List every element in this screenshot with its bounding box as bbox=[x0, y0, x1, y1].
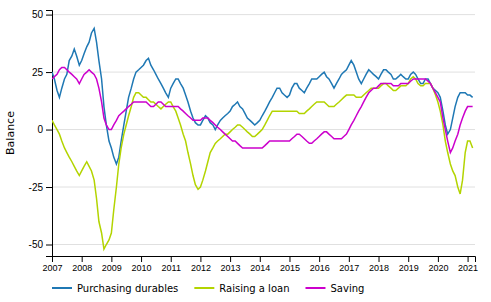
x-tick-mark bbox=[200, 256, 201, 262]
x-tick: 2016 bbox=[310, 256, 330, 273]
x-tick-label: 2015 bbox=[280, 263, 300, 273]
legend-swatch bbox=[194, 287, 214, 289]
y-tick: 0 bbox=[37, 124, 52, 135]
x-tick-label: 2014 bbox=[250, 263, 270, 273]
x-tick: 2018 bbox=[369, 256, 389, 273]
x-tick: 2012 bbox=[191, 256, 211, 273]
x-tick: 2007 bbox=[42, 256, 62, 273]
x-tick-label: 2020 bbox=[428, 263, 448, 273]
y-axis-title: Balance bbox=[4, 111, 17, 155]
y-axis: -50 -25 0 25 50 bbox=[29, 9, 53, 256]
legend-item: Saving bbox=[305, 283, 364, 294]
x-tick: 2021 bbox=[458, 256, 478, 273]
grid-line bbox=[52, 14, 475, 15]
grid-line bbox=[52, 72, 475, 73]
x-tick-mark bbox=[260, 256, 261, 262]
y-tick-label: 25 bbox=[32, 67, 44, 78]
x-tick-label: 2013 bbox=[221, 263, 241, 273]
plot: 2007 2008 2009 2010 2011 2012 2013 2014 2015 2016… bbox=[29, 9, 479, 273]
x-tick-mark bbox=[438, 256, 439, 262]
x-tick-label: 2012 bbox=[191, 263, 211, 273]
x-tick-label: 2019 bbox=[399, 263, 419, 273]
x-tick-label: 2016 bbox=[310, 263, 330, 273]
y-axis-line bbox=[46, 11, 53, 257]
x-tick-mark bbox=[349, 256, 350, 262]
x-tick-mark bbox=[289, 256, 290, 262]
x-tick-label: 2021 bbox=[458, 263, 478, 273]
x-tick-mark bbox=[379, 256, 380, 262]
x-tick: 2017 bbox=[339, 256, 359, 273]
x-tick: 2013 bbox=[221, 256, 241, 273]
y-tick-mark bbox=[46, 245, 52, 246]
y-tick-label: 50 bbox=[32, 9, 44, 20]
lines bbox=[52, 28, 473, 249]
legend-swatch bbox=[52, 287, 72, 289]
y-tick-mark bbox=[46, 187, 52, 188]
x-tick-mark bbox=[82, 256, 83, 262]
x-axis: 2007 2008 2009 2010 2011 2012 2013 2014 2015 2016… bbox=[42, 256, 478, 273]
y-tick-label: -50 bbox=[29, 239, 44, 250]
legend-item: Purchasing durables bbox=[52, 283, 178, 294]
x-tick-mark bbox=[141, 256, 142, 262]
x-tick: 2019 bbox=[399, 256, 419, 273]
y-tick: 50 bbox=[32, 9, 52, 20]
y-tick: -25 bbox=[29, 182, 52, 193]
legend-swatch bbox=[305, 287, 325, 289]
grid bbox=[52, 15, 475, 245]
x-tick-mark bbox=[171, 256, 172, 262]
x-tick: 2014 bbox=[250, 256, 270, 273]
x-tick-label: 2017 bbox=[339, 263, 359, 273]
series-line bbox=[52, 28, 473, 164]
x-tick-label: 2009 bbox=[102, 263, 122, 273]
grid-line bbox=[52, 187, 475, 188]
x-tick: 2009 bbox=[102, 256, 122, 273]
x-tick-mark bbox=[319, 256, 320, 262]
x-tick-mark bbox=[468, 256, 469, 262]
grid-line bbox=[52, 129, 475, 130]
grid-line bbox=[52, 244, 475, 245]
x-axis-line bbox=[53, 257, 476, 263]
x-tick: 2011 bbox=[162, 256, 181, 273]
legend-label: Saving bbox=[330, 283, 364, 294]
y-tick-mark bbox=[46, 72, 52, 73]
x-tick: 2010 bbox=[132, 256, 152, 273]
series-line bbox=[52, 77, 473, 249]
y-tick-label: -25 bbox=[29, 182, 44, 193]
x-tick-mark bbox=[230, 256, 231, 262]
x-tick-mark bbox=[111, 256, 112, 262]
x-tick: 2020 bbox=[428, 256, 448, 273]
x-tick-label: 2011 bbox=[162, 263, 181, 273]
chart: 2007 2008 2009 2010 2011 2012 2013 2014 2015 2016… bbox=[0, 0, 491, 302]
y-tick-mark bbox=[46, 130, 52, 131]
legend-item: Raising a loan bbox=[194, 283, 289, 294]
x-tick: 2008 bbox=[72, 256, 92, 273]
y-tick-label: 0 bbox=[37, 124, 43, 135]
legend-label: Purchasing durables bbox=[77, 283, 178, 294]
x-tick-label: 2008 bbox=[72, 263, 92, 273]
x-tick-mark bbox=[408, 256, 409, 262]
x-tick-label: 2007 bbox=[42, 263, 62, 273]
y-tick: -50 bbox=[29, 239, 52, 250]
x-tick-label: 2018 bbox=[369, 263, 389, 273]
y-tick: 25 bbox=[32, 67, 52, 78]
legend-label: Raising a loan bbox=[219, 283, 289, 294]
x-tick-label: 2010 bbox=[132, 263, 152, 273]
series-line bbox=[52, 67, 473, 152]
legend: Purchasing durables Raising a loan Saving bbox=[52, 283, 364, 294]
y-tick-mark bbox=[46, 15, 52, 16]
x-tick: 2015 bbox=[280, 256, 300, 273]
